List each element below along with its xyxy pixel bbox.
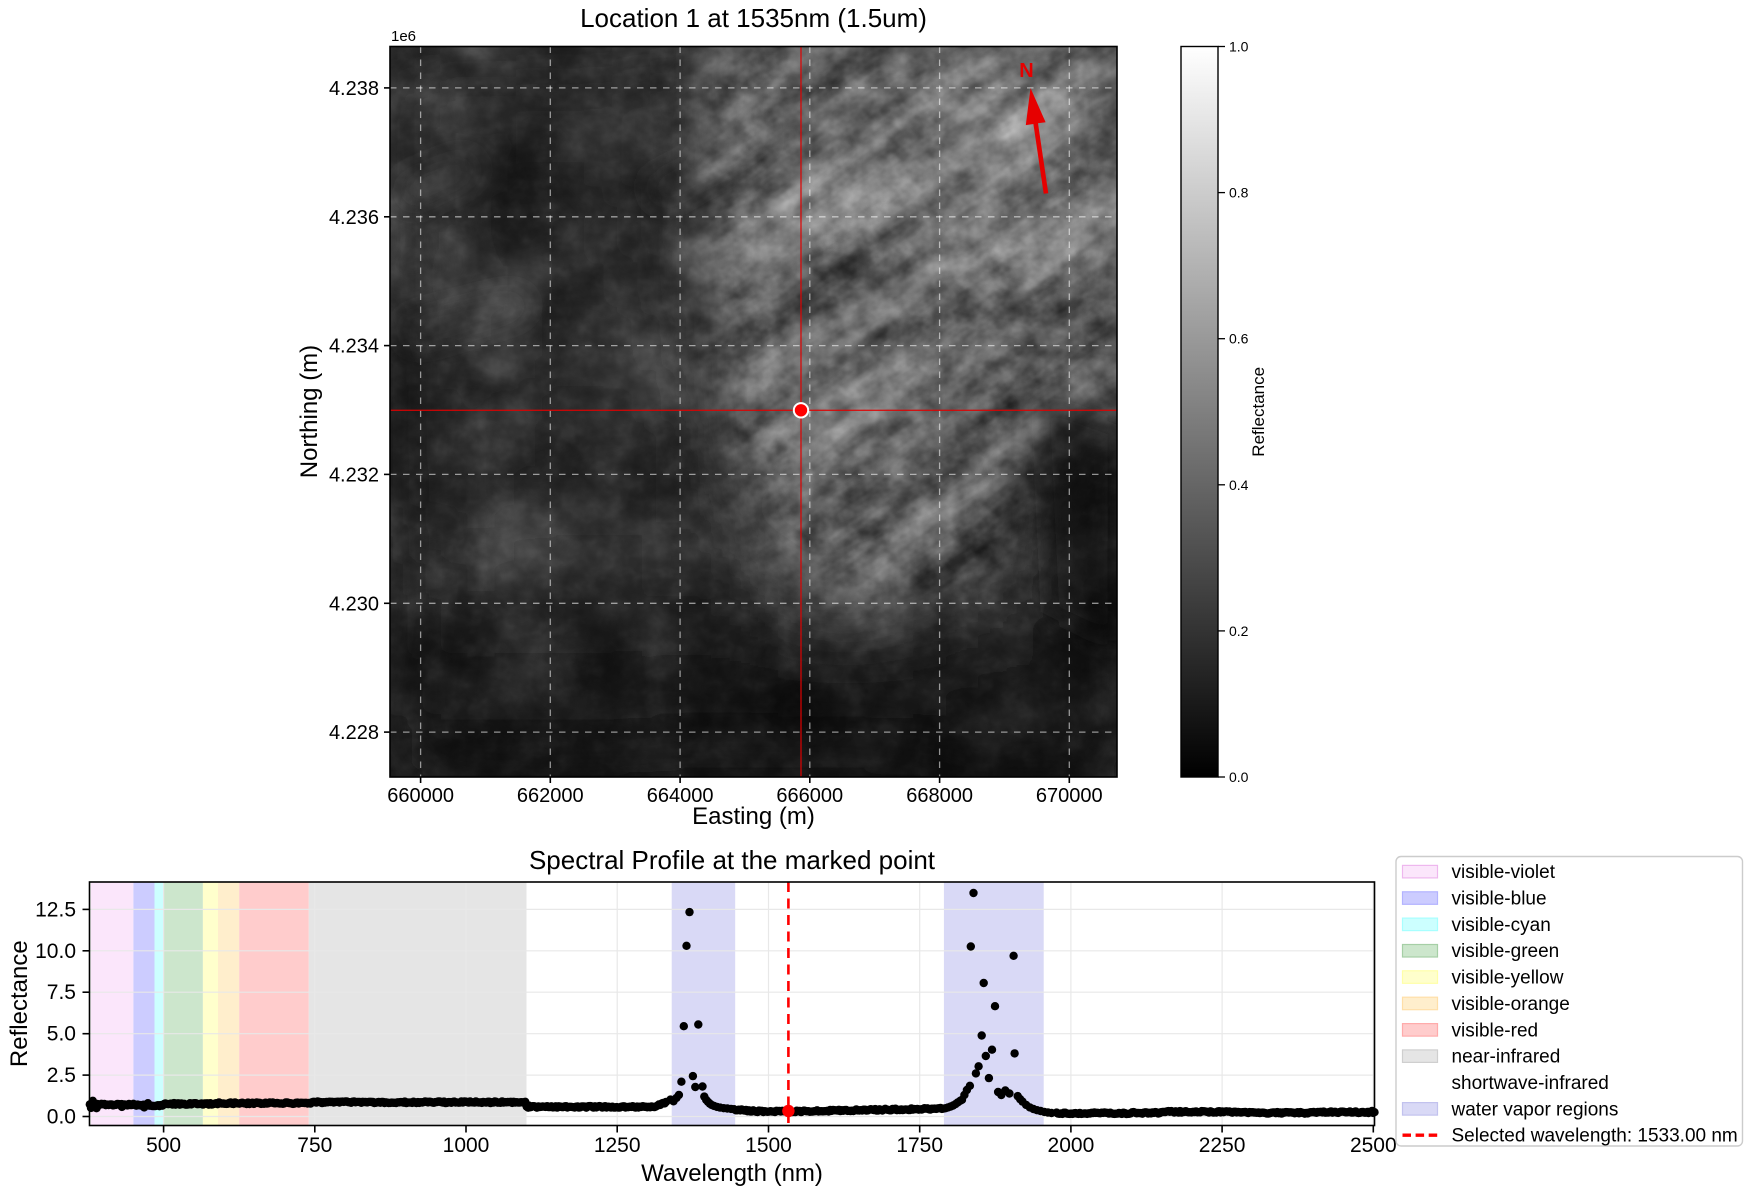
svg-text:N: N <box>1019 60 1033 82</box>
svg-text:0.6: 0.6 <box>1229 331 1249 347</box>
svg-text:0.2: 0.2 <box>1229 623 1249 639</box>
svg-text:0.0: 0.0 <box>47 1106 76 1129</box>
svg-text:Reflectance: Reflectance <box>6 940 33 1067</box>
svg-text:750: 750 <box>297 1134 332 1157</box>
svg-text:2250: 2250 <box>1199 1134 1246 1157</box>
svg-text:10.0: 10.0 <box>35 940 76 963</box>
svg-text:Reflectance: Reflectance <box>1249 367 1268 457</box>
svg-text:7.5: 7.5 <box>47 981 76 1004</box>
svg-text:2000: 2000 <box>1048 1134 1095 1157</box>
svg-text:1000: 1000 <box>443 1134 490 1157</box>
svg-text:5.0: 5.0 <box>47 1023 76 1046</box>
svg-text:4.232: 4.232 <box>329 464 379 486</box>
svg-text:0.0: 0.0 <box>1229 769 1249 785</box>
svg-text:668000: 668000 <box>906 785 973 807</box>
svg-text:visible-cyan: visible-cyan <box>1452 915 1551 936</box>
svg-text:662000: 662000 <box>517 785 584 807</box>
svg-text:12.5: 12.5 <box>35 898 76 921</box>
svg-text:shortwave-infrared: shortwave-infrared <box>1452 1073 1609 1094</box>
svg-text:Wavelength (nm): Wavelength (nm) <box>641 1160 823 1187</box>
svg-text:4.230: 4.230 <box>329 593 379 615</box>
svg-text:1e6: 1e6 <box>391 28 416 45</box>
svg-text:visible-orange: visible-orange <box>1452 994 1570 1015</box>
svg-text:2.5: 2.5 <box>47 1064 76 1087</box>
svg-text:4.228: 4.228 <box>329 722 379 744</box>
svg-text:0.4: 0.4 <box>1229 477 1249 493</box>
svg-text:1.0: 1.0 <box>1229 39 1249 55</box>
svg-text:0.8: 0.8 <box>1229 185 1249 201</box>
svg-text:visible-blue: visible-blue <box>1452 889 1547 910</box>
svg-text:visible-violet: visible-violet <box>1452 862 1556 883</box>
svg-text:visible-red: visible-red <box>1452 1020 1539 1041</box>
svg-text:1750: 1750 <box>896 1134 943 1157</box>
svg-text:664000: 664000 <box>647 785 714 807</box>
svg-text:1500: 1500 <box>745 1134 792 1157</box>
svg-text:1250: 1250 <box>594 1134 641 1157</box>
svg-text:Easting (m): Easting (m) <box>692 803 815 830</box>
svg-text:visible-yellow: visible-yellow <box>1452 968 1564 989</box>
svg-text:Location 1 at 1535nm (1.5um): Location 1 at 1535nm (1.5um) <box>580 3 927 33</box>
svg-text:670000: 670000 <box>1036 785 1103 807</box>
svg-text:666000: 666000 <box>776 785 843 807</box>
svg-text:660000: 660000 <box>387 785 454 807</box>
svg-text:Spectral Profile at the marked: Spectral Profile at the marked point <box>529 845 936 875</box>
svg-text:4.238: 4.238 <box>329 78 379 100</box>
svg-text:Northing (m): Northing (m) <box>296 345 323 478</box>
svg-text:4.234: 4.234 <box>329 336 379 358</box>
svg-text:4.236: 4.236 <box>329 207 379 229</box>
svg-text:water vapor regions: water vapor regions <box>1451 1099 1619 1120</box>
svg-text:2500: 2500 <box>1350 1134 1397 1157</box>
svg-text:visible-green: visible-green <box>1452 941 1560 962</box>
svg-text:Selected wavelength: 1533.00 n: Selected wavelength: 1533.00 nm <box>1452 1126 1738 1147</box>
svg-text:near-infrared: near-infrared <box>1452 1047 1561 1068</box>
svg-text:500: 500 <box>146 1134 181 1157</box>
